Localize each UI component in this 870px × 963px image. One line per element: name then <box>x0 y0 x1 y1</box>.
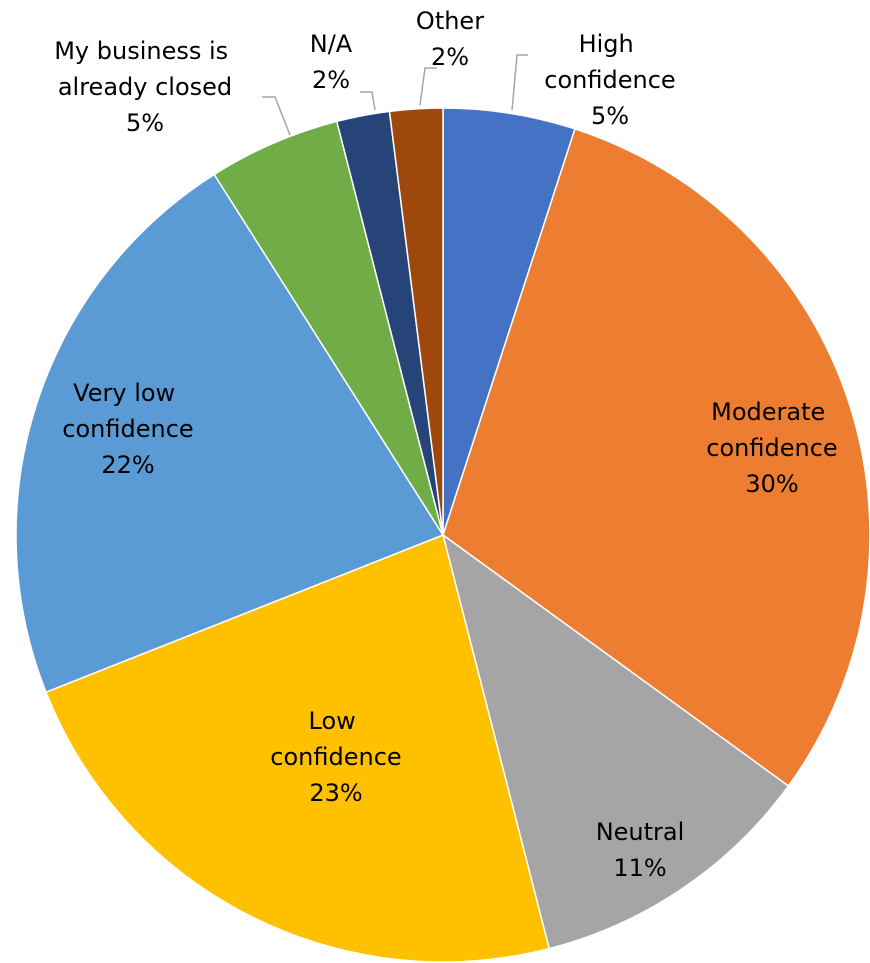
leader-line <box>262 96 291 136</box>
slice-value-label: 11% <box>613 854 666 882</box>
slice-label: Very low confidence <box>62 379 193 443</box>
slice-label: Moderate confidence <box>706 398 837 462</box>
slice-value-label: 5% <box>591 102 629 130</box>
slice-label: Neutral <box>596 818 685 846</box>
leader-line <box>511 54 528 111</box>
pie-slice <box>388 107 444 536</box>
slice-value-label: 30% <box>745 470 798 498</box>
slice-label: High confidence <box>544 30 675 94</box>
slice-label: My business is already closed <box>54 37 236 101</box>
slice-value-label: 5% <box>126 109 164 137</box>
slice-value-label: 2% <box>312 66 350 94</box>
pie-slice <box>442 127 870 788</box>
slice-value-label: 23% <box>309 779 362 807</box>
pie-slice <box>45 533 551 963</box>
slice-label: Other <box>416 7 484 35</box>
pie-slice <box>441 533 790 950</box>
slice-label: Low confidence <box>270 707 401 771</box>
slice-value-label: 2% <box>431 43 469 71</box>
slice-value-label: 22% <box>101 451 154 479</box>
leader-line <box>360 91 376 111</box>
leader-line <box>419 67 437 106</box>
pie-slice <box>15 173 445 694</box>
slice-label: N/A <box>310 30 353 58</box>
